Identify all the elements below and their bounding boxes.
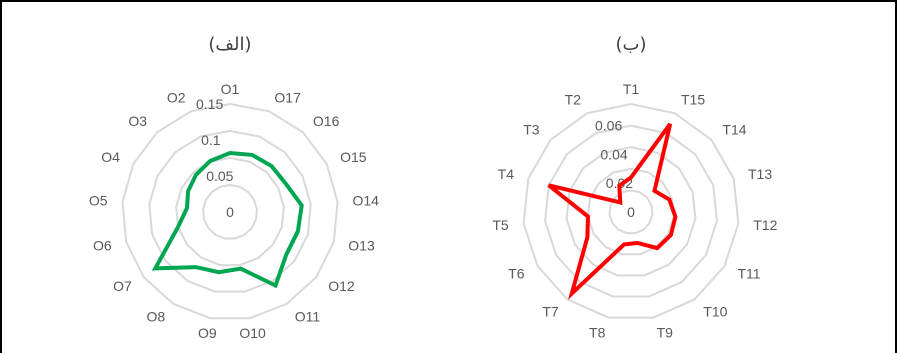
radial-tick-label: 0.05 [206,168,233,184]
grid-ring [121,102,339,320]
grid-ring [522,102,740,319]
category-label: T12 [753,217,777,233]
chart-a-title: (الف) [208,34,252,55]
grid-ring [148,129,312,293]
series-line [547,122,678,300]
category-label: T5 [492,217,509,233]
category-label: T10 [703,304,727,320]
category-label: O2 [167,89,186,105]
category-label: T4 [498,166,515,182]
category-label: O13 [348,238,375,254]
category-label: O12 [328,278,355,294]
grid-ring [586,167,676,256]
grid-ring [544,124,718,298]
category-label: T7 [542,304,559,320]
category-label: O14 [353,193,380,209]
category-label: T6 [508,266,525,282]
radial-tick-label: 0 [627,204,635,220]
category-label: O1 [221,81,240,97]
category-label: T13 [748,166,772,182]
radar-chart-1: 00.020.040.06T1T15T14T13T12T11T10T9T8T7T… [492,81,777,340]
grid-ring [202,183,258,240]
category-label: T8 [589,324,606,340]
radial-tick-label: 0.06 [595,118,622,134]
category-label: O5 [89,193,108,209]
category-label: O17 [274,89,301,105]
category-label: O16 [313,113,340,129]
category-label: T15 [681,92,705,108]
category-label: T14 [722,122,746,138]
grid-ring [565,146,697,277]
radial-tick-label: 0.1 [201,132,221,148]
category-label: O9 [198,325,217,341]
category-label: T3 [523,122,540,138]
category-label: T9 [657,324,674,340]
chart-b-title: (ب) [615,34,647,55]
category-label: O8 [147,309,166,325]
category-label: O11 [295,309,321,325]
category-label: O15 [340,149,367,165]
series-line [151,150,304,289]
category-label: O3 [128,113,147,129]
category-label: O6 [93,238,112,254]
category-label: T1 [623,81,640,97]
category-label: T2 [565,92,582,108]
radial-tick-label: 0 [226,204,234,220]
radial-tick-label: 0.15 [196,96,223,112]
category-label: O4 [101,149,120,165]
category-label: O10 [239,325,266,341]
grid-ring [175,156,285,267]
radial-tick-label: 0.04 [600,146,627,162]
category-label: T11 [738,266,761,282]
category-label: O7 [113,278,132,294]
